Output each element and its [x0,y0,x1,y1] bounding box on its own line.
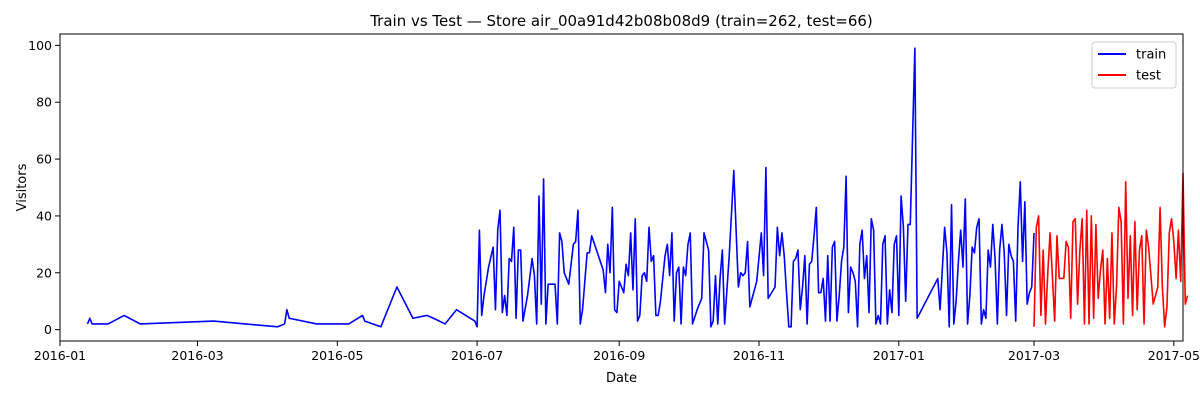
legend-label-train: train [1136,48,1166,63]
x-axis-label: Date [606,371,637,386]
y-tick-label: 20 [36,265,52,280]
x-tick-label: 2016-09 [593,348,645,363]
y-tick-label: 100 [28,38,52,53]
y-tick-label: 60 [36,152,52,167]
y-tick-label: 40 [36,208,52,223]
chart-title: Train vs Test — Store air_00a91d42b08b08… [369,12,873,31]
series-line-test [1033,172,1189,328]
y-axis-label: Visitors [15,163,30,211]
x-tick-label: 2017-05 [1148,348,1200,363]
y-tick-label: 80 [36,95,52,110]
x-tick-label: 2016-03 [171,348,223,363]
x-tick-label: 2017-01 [873,348,925,363]
x-tick-label: 2016-05 [311,348,363,363]
x-axis: 2016-01 2016-03 2016-05 2016-07 2016-09 2016-… [34,341,1200,363]
legend-label-test: test [1136,69,1161,84]
x-tick-label: 2016-07 [451,348,503,363]
y-axis: 0 20 40 60 80 100 [28,38,60,337]
x-tick-label: 2016-01 [34,348,86,363]
legend: train test [1091,41,1177,89]
x-tick-label: 2016-11 [733,348,785,363]
x-tick-label: 2017-03 [1008,348,1060,363]
plot-frame [59,33,1184,342]
y-tick-label: 0 [44,322,52,337]
series-line-train [86,47,1035,328]
